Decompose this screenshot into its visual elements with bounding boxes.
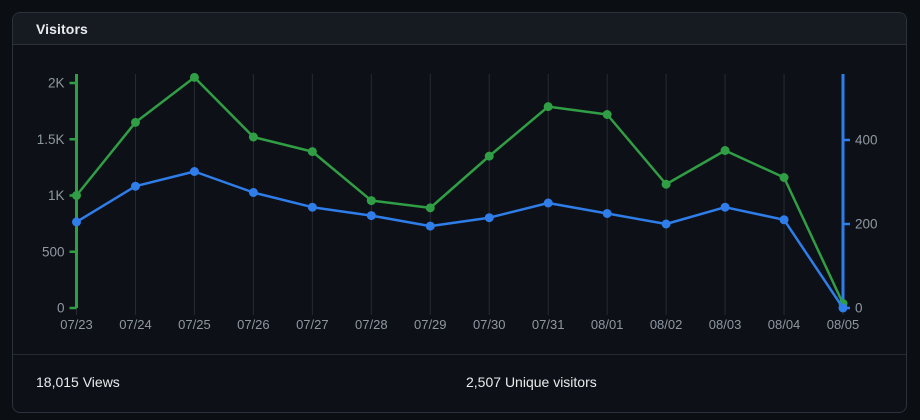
data-point-unique-visitors[interactable] — [484, 213, 494, 223]
x-axis-label: 07/26 — [237, 317, 270, 332]
unique-value: 2,507 — [466, 374, 502, 390]
data-point-unique-visitors[interactable] — [130, 181, 140, 191]
data-point-views[interactable] — [130, 117, 140, 127]
stat-unique: 2,507 Unique visitors — [466, 374, 597, 390]
x-axis-label: 08/02 — [650, 317, 683, 332]
data-point-unique-visitors[interactable] — [248, 188, 258, 197]
x-axis-label: 07/28 — [355, 317, 388, 332]
card-title: Visitors — [36, 20, 88, 37]
data-point-unique-visitors[interactable] — [661, 219, 671, 229]
data-point-views[interactable] — [484, 151, 494, 161]
x-axis-label: 07/27 — [296, 317, 329, 332]
views-value: 18,015 — [36, 374, 79, 390]
data-point-unique-visitors[interactable] — [602, 209, 612, 218]
data-point-views[interactable] — [720, 146, 730, 155]
footer-divider — [13, 354, 906, 355]
data-point-unique-visitors[interactable] — [366, 211, 376, 221]
left-axis-tick-label: 500 — [42, 244, 65, 259]
series-line-views — [75, 76, 845, 305]
x-axis-label: 08/05 — [827, 317, 860, 332]
unique-label: Unique visitors — [504, 374, 597, 390]
data-point-unique-visitors[interactable] — [307, 202, 317, 212]
visitors-card: 07/23 07/24 07/25 07/26 07/27 07/28 07/29 07/30… — [12, 12, 907, 413]
data-point-views[interactable] — [72, 191, 81, 200]
chart-area[interactable]: 07/23 07/24 07/25 07/26 07/27 07/28 07/29 07/30… — [13, 13, 906, 412]
stat-views: 18,015 Views — [36, 374, 120, 390]
series-line-unique-visitors — [75, 170, 845, 310]
x-axis-label: 08/03 — [709, 317, 742, 332]
card-header: Visitors — [13, 13, 906, 45]
data-point-unique-visitors[interactable] — [543, 198, 553, 208]
x-axis-label: 08/01 — [591, 317, 624, 332]
data-point-views[interactable] — [366, 196, 376, 206]
data-point-views[interactable] — [189, 72, 199, 82]
x-axis-label: 07/25 — [178, 317, 211, 332]
x-axis-label: 08/04 — [768, 317, 801, 332]
data-point-unique-visitors[interactable] — [720, 202, 730, 212]
right-axis-tick-label: 0 — [855, 301, 863, 316]
x-axis-label: 07/23 — [60, 317, 93, 332]
data-point-views[interactable] — [248, 132, 258, 142]
right-axis-tick-label: 200 — [855, 217, 878, 232]
data-point-unique-visitors[interactable] — [838, 303, 848, 313]
data-point-views[interactable] — [602, 110, 612, 119]
data-point-unique-visitors[interactable] — [779, 215, 789, 225]
data-point-views[interactable] — [779, 173, 789, 182]
data-point-unique-visitors[interactable] — [72, 217, 81, 227]
data-point-views[interactable] — [425, 203, 435, 213]
x-axis-label: 07/24 — [119, 317, 152, 332]
data-point-unique-visitors[interactable] — [189, 167, 199, 176]
left-axis-tick-label: 1K — [48, 188, 65, 203]
data-point-views[interactable] — [543, 102, 553, 112]
right-axis-tick-label: 400 — [855, 133, 878, 148]
line-chart[interactable]: 07/23 07/24 07/25 07/26 07/27 07/28 07/29 07/30… — [13, 13, 906, 412]
data-point-views[interactable] — [661, 179, 671, 189]
data-point-unique-visitors[interactable] — [425, 221, 435, 231]
x-axis-label: 07/30 — [473, 317, 506, 332]
x-axis-label: 07/29 — [414, 317, 447, 332]
left-axis-tick-label: 1.5K — [37, 132, 65, 147]
x-axis-label: 07/31 — [532, 317, 565, 332]
views-label: Views — [82, 374, 120, 390]
left-axis-tick-label: 0 — [57, 301, 65, 316]
data-point-views[interactable] — [307, 147, 317, 157]
left-axis-tick-label: 2K — [48, 76, 65, 91]
